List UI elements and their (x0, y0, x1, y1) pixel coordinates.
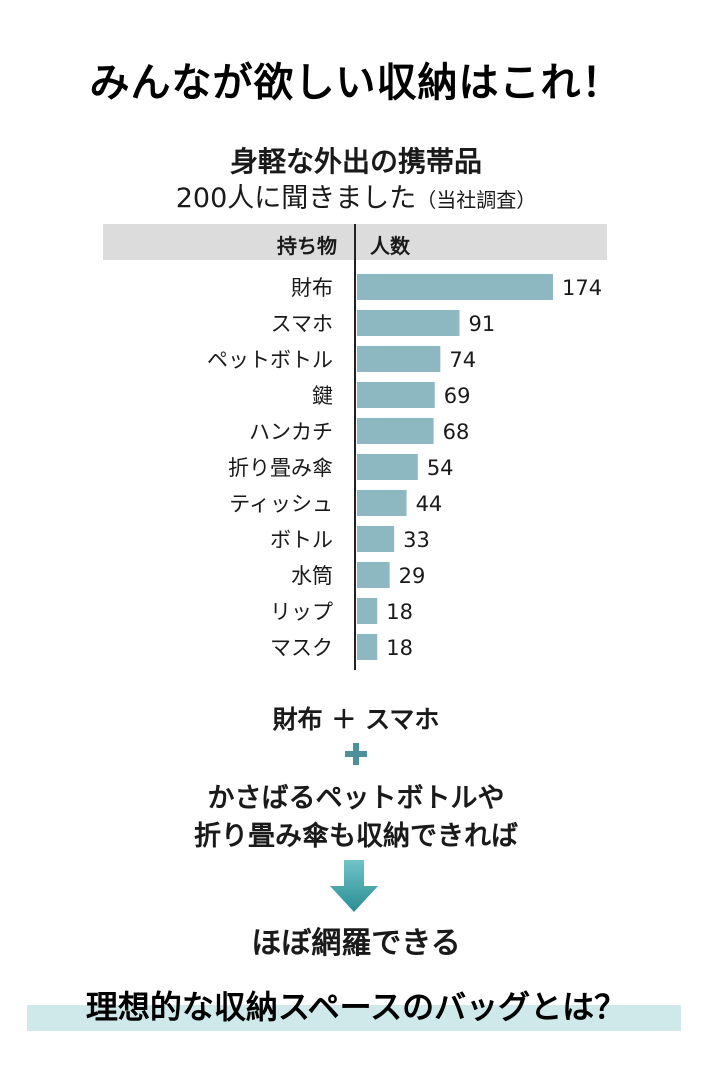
category-label: 水筒 (291, 564, 333, 588)
value-label: 54 (427, 456, 454, 480)
category-label: ハンカチ (249, 420, 333, 444)
summary-line-2b: 折り畳み傘も収納できれば (194, 821, 518, 852)
category-label: ボトル (270, 528, 333, 552)
axis-line (354, 224, 356, 670)
value-label: 69 (444, 384, 471, 408)
bar (357, 310, 460, 336)
bar (357, 490, 407, 516)
value-label: 29 (399, 564, 426, 588)
page-title: みんなが欲しい収納はこれ！ (89, 60, 623, 106)
value-label: 33 (403, 528, 430, 552)
headline-highlight (27, 1005, 681, 1031)
value-label: 44 (416, 492, 443, 516)
value-label: 91 (469, 312, 496, 336)
survey-note: （当社調査） (416, 188, 537, 212)
value-label: 174 (562, 276, 602, 300)
value-header: 人数 (370, 234, 410, 258)
plus-icon (345, 743, 367, 765)
summary-line-2a: かさばるペットボトルや (207, 783, 505, 814)
category-label: リップ (270, 600, 333, 624)
category-label: 財布 (291, 276, 333, 300)
bar (357, 346, 441, 372)
summary-line-3: ほぼ網羅できる (251, 926, 461, 961)
chart-subtitle: 200人に聞きました（当社調査） (0, 176, 712, 215)
value-label: 68 (443, 420, 470, 444)
bar (357, 634, 378, 660)
headline: 理想的な収納スペースのバッグとは？ (85, 988, 627, 1026)
value-label: 18 (386, 600, 413, 624)
survey-size: 200人に聞きました (175, 183, 417, 214)
bar (357, 382, 435, 408)
category-label: マスク (270, 636, 333, 660)
bar (357, 526, 395, 552)
value-label: 18 (386, 636, 413, 660)
category-label: 鍵 (312, 384, 333, 408)
bar (357, 598, 378, 624)
bar (357, 418, 434, 444)
bar-chart: 財布 174 スマホ 91 ペットボトル 74 鍵 69 ハンカチ 68 折り畳み傘 54 ティッシュ 4… (207, 274, 602, 660)
category-label: スマホ (271, 312, 333, 336)
bar (357, 274, 553, 300)
down-arrow-icon (330, 860, 378, 912)
chart-title: 身軽な外出の携帯品 (229, 145, 482, 178)
bar (357, 562, 390, 588)
category-label: ティッシュ (229, 492, 333, 516)
bar (357, 454, 418, 480)
summary-line-1: 財布 ＋ スマホ (272, 705, 440, 734)
value-label: 74 (449, 348, 476, 372)
summary-line-2: かさばるペットボトルや 折り畳み傘も収納できれば (0, 780, 712, 856)
category-label: ペットボトル (207, 348, 333, 372)
category-header: 持ち物 (277, 234, 337, 258)
category-label: 折り畳み傘 (228, 456, 333, 480)
